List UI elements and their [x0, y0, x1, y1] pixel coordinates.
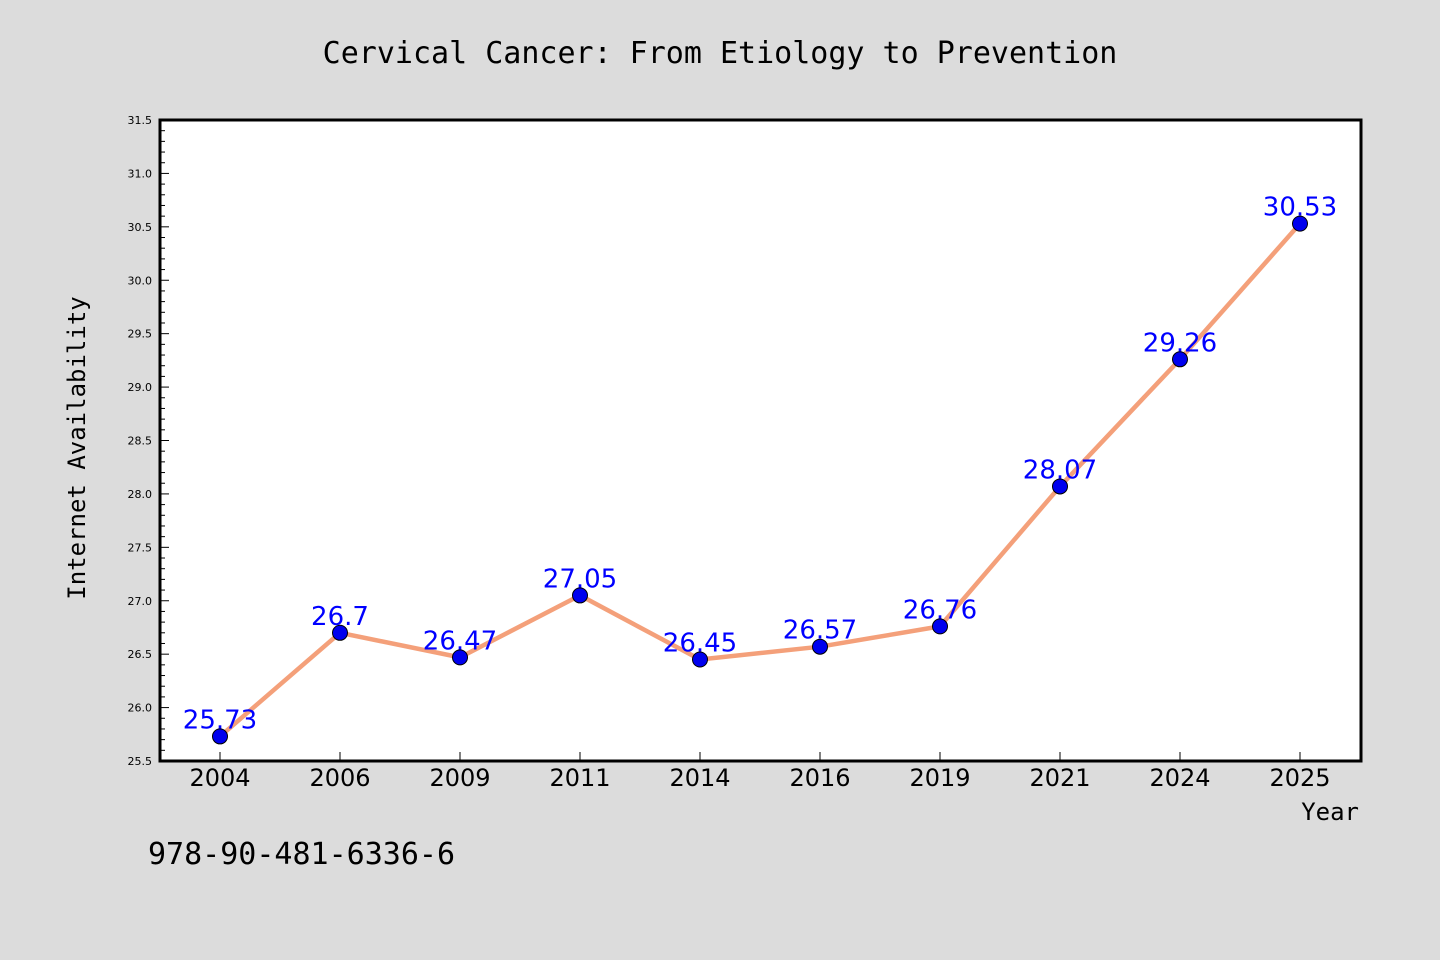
y-tick-label: 30.0 — [128, 274, 153, 287]
y-tick-label: 28.0 — [128, 488, 153, 501]
plot-area — [158, 118, 1363, 763]
chart-title: Cervical Cancer: From Etiology to Preven… — [323, 36, 1118, 71]
y-tick-label: 26.0 — [128, 702, 153, 715]
x-tick-label: 2009 — [429, 764, 490, 792]
data-label: 25.73 — [183, 705, 257, 735]
data-point — [692, 651, 708, 668]
data-point — [812, 638, 828, 655]
data-labels-group: 25.73 26.7 26.47 27.05 26.45 26.57 26.76 28.07 2… — [183, 193, 1337, 736]
y-tick-label: 28.5 — [128, 435, 153, 448]
y-tick-label: 31.5 — [128, 114, 153, 127]
data-label: 26.45 — [663, 629, 737, 659]
y-tick-label: 30.5 — [128, 221, 153, 234]
x-tick-label: 2016 — [789, 764, 850, 792]
footer-code: 978-90-481-6336-6 — [148, 837, 455, 872]
data-label: 30.53 — [1263, 193, 1337, 223]
data-label: 28.07 — [1023, 455, 1097, 485]
y-axis: 25.5 26.0 26.5 27.0 27.5 28.0 28.5 29.0 29.5 30.0… — [128, 114, 169, 768]
x-tick-label: 2011 — [549, 764, 610, 792]
x-axis-label: Year — [1301, 798, 1359, 826]
y-tick-label: 29.5 — [128, 328, 153, 341]
data-point — [1052, 478, 1068, 495]
data-label: 27.05 — [543, 564, 617, 594]
data-point — [1172, 351, 1188, 368]
series-line — [217, 221, 1303, 739]
x-tick-label: 2025 — [1269, 764, 1330, 792]
x-tick-label: 2024 — [1149, 764, 1210, 792]
data-label: 26.47 — [423, 626, 497, 656]
x-tick-label: 2014 — [669, 764, 730, 792]
y-tick-label: 27.5 — [128, 541, 153, 554]
x-tick-label: 2006 — [309, 764, 370, 792]
data-point — [572, 587, 588, 604]
series-group — [212, 215, 1308, 745]
y-axis-label: Internet Availability — [63, 296, 91, 599]
data-label: 26.57 — [783, 616, 857, 646]
x-tick-label: 2019 — [909, 764, 970, 792]
y-tick-label: 26.5 — [128, 648, 153, 661]
data-point — [932, 618, 948, 635]
data-point — [1292, 215, 1308, 232]
data-label: 26.7 — [311, 602, 369, 632]
y-tick-label: 29.0 — [128, 381, 153, 394]
data-label: 26.76 — [903, 595, 977, 625]
data-point — [452, 649, 468, 666]
data-label: 29.26 — [1143, 328, 1217, 358]
y-tick-label: 31.0 — [128, 167, 153, 180]
y-tick-label: 25.5 — [128, 755, 153, 768]
x-axis: 2004 2006 2009 2011 2014 2016 2019 2021 2024 2025 — [189, 752, 1331, 792]
x-tick-label: 2021 — [1029, 764, 1090, 792]
x-tick-label: 2004 — [189, 764, 250, 792]
y-tick-label: 27.0 — [128, 595, 153, 608]
data-point — [212, 728, 228, 745]
data-point — [332, 624, 348, 641]
